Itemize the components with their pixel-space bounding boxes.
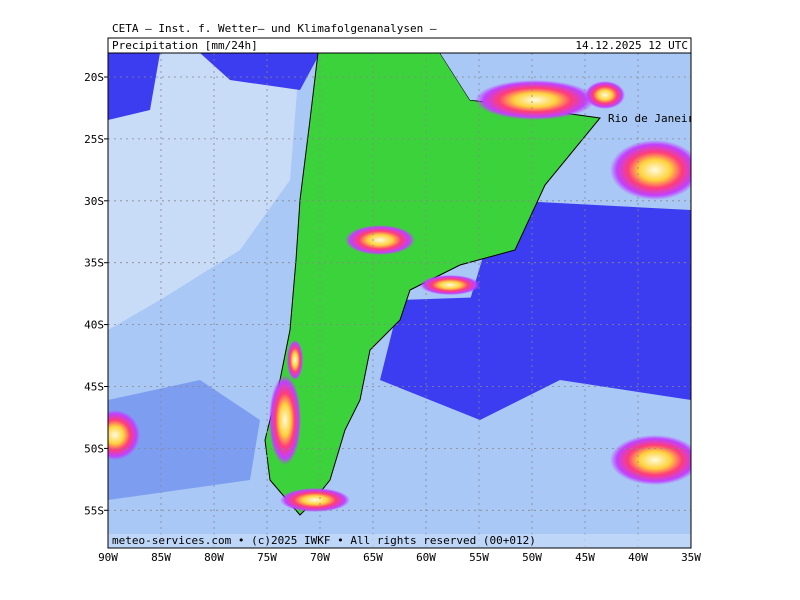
dry-zone [470, 200, 691, 350]
latitude-label: 50S [84, 442, 104, 455]
longitude-label: 55W [469, 551, 489, 564]
title: CETA — Inst. f. Wetter— und Klimafolgena… [112, 22, 437, 35]
heavy-rain [287, 340, 303, 380]
longitude-label: 50W [522, 551, 542, 564]
credit: meteo-services.com • (c)2025 IWKF • All … [112, 534, 536, 547]
longitude-label: 70W [310, 551, 330, 564]
map-frame [107, 52, 692, 549]
heavy-rain [280, 488, 350, 512]
latitude-label: 20S [84, 71, 104, 84]
heavy-rain [345, 225, 415, 255]
dry-zone [108, 53, 320, 120]
longitude-label: 60W [416, 551, 436, 564]
light-rain [108, 53, 300, 330]
longitude-label: 35W [681, 551, 701, 564]
latitude-label: 45S [84, 381, 104, 394]
valid-time: 14.12.2025 12 UTC [575, 39, 688, 52]
heavy-rain [420, 275, 480, 295]
heavy-rain [585, 81, 625, 109]
longitude-label: 45W [575, 551, 595, 564]
footer-band [108, 534, 691, 548]
latitude-label: 35S [84, 257, 104, 270]
longitude-label: 85W [151, 551, 171, 564]
longitude-label: 80W [204, 551, 224, 564]
land [264, 53, 601, 516]
latitude-label: 25S [84, 133, 104, 146]
longitude-label: 75W [257, 551, 277, 564]
latitude-label: 40S [84, 319, 104, 332]
heavy-rain [475, 80, 595, 120]
longitude-label: 90W [98, 551, 118, 564]
place-label: Rio de Janeiro [608, 112, 701, 125]
heavy-rain [610, 435, 691, 485]
variable: Precipitation [mm/24h] [112, 39, 258, 52]
longitude-label: 65W [363, 551, 383, 564]
heavy-rain [108, 410, 140, 460]
longitude-label: 40W [628, 551, 648, 564]
rain [108, 380, 260, 500]
heavy-rain [610, 140, 691, 200]
latitude-label: 30S [84, 195, 104, 208]
latitude-label: 55S [84, 504, 104, 517]
heavy-rain [269, 375, 301, 465]
map-area: meteo-services.com • (c)2025 IWKF • All … [108, 53, 701, 548]
